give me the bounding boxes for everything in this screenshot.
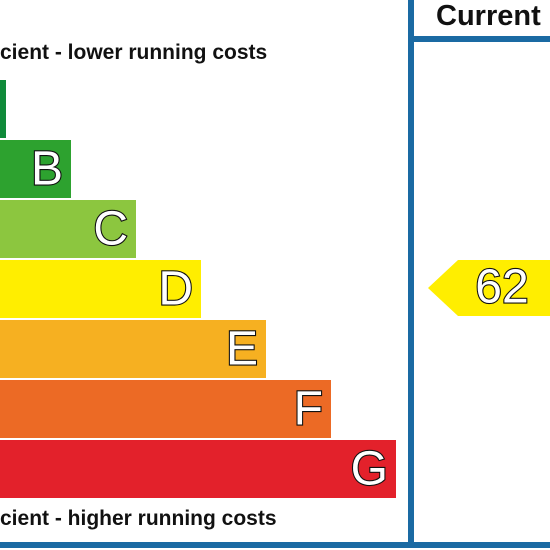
current-rating-arrow bbox=[428, 260, 550, 316]
efficient-lower-costs-label: cient - lower running costs bbox=[0, 41, 268, 64]
band-bar-f bbox=[0, 380, 331, 438]
band-label-c: C bbox=[93, 203, 128, 256]
band-bar-c bbox=[0, 200, 136, 258]
band-label-d: D bbox=[158, 263, 193, 316]
current-rating-marker: 62 bbox=[428, 260, 550, 316]
band-bar-b bbox=[0, 140, 71, 198]
band-bar-d bbox=[0, 260, 201, 318]
inefficient-higher-costs-label: cient - higher running costs bbox=[0, 507, 277, 530]
current-column-header: Current bbox=[436, 0, 541, 32]
band-bar-g bbox=[0, 440, 396, 498]
band-label-f: F bbox=[294, 383, 323, 436]
band-label-g: G bbox=[351, 443, 388, 496]
band-label-b: B bbox=[31, 143, 63, 196]
current-rating-value: 62 bbox=[475, 261, 528, 314]
band-label-e: E bbox=[226, 323, 258, 376]
band-bar-e bbox=[0, 320, 266, 378]
band-bar-a bbox=[0, 80, 6, 138]
